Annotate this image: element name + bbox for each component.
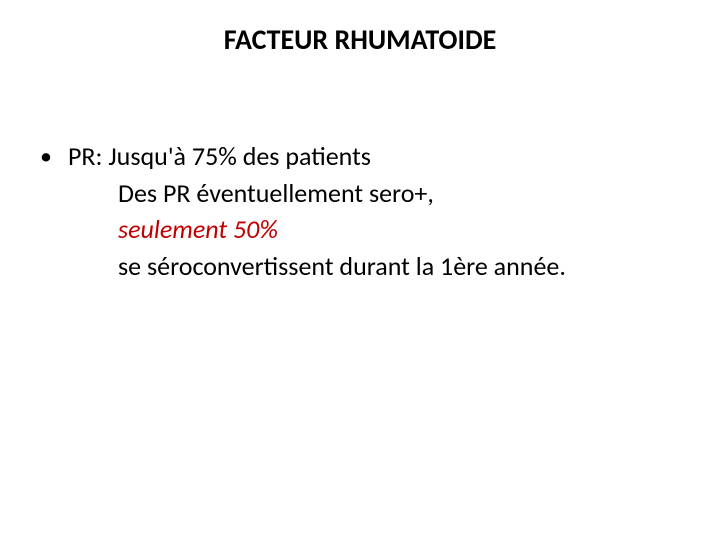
slide-title: FACTEUR RHUMATOIDE bbox=[0, 22, 720, 57]
slide-body: • PR: Jusqu'à 75% des patients Des PR év… bbox=[40, 140, 680, 282]
bullet-line-4: se séroconvertissent durant la 1ère anné… bbox=[118, 250, 680, 283]
bullet-mark: • bbox=[40, 140, 68, 172]
bullet-line-3-emph: seulement 50% bbox=[118, 213, 680, 246]
bullet-item: • PR: Jusqu'à 75% des patients bbox=[40, 140, 680, 173]
slide: FACTEUR RHUMATOIDE • PR: Jusqu'à 75% des… bbox=[0, 0, 720, 540]
bullet-line-2: Des PR éventuellement sero+, bbox=[118, 177, 680, 210]
bullet-line-1: PR: Jusqu'à 75% des patients bbox=[68, 140, 680, 173]
